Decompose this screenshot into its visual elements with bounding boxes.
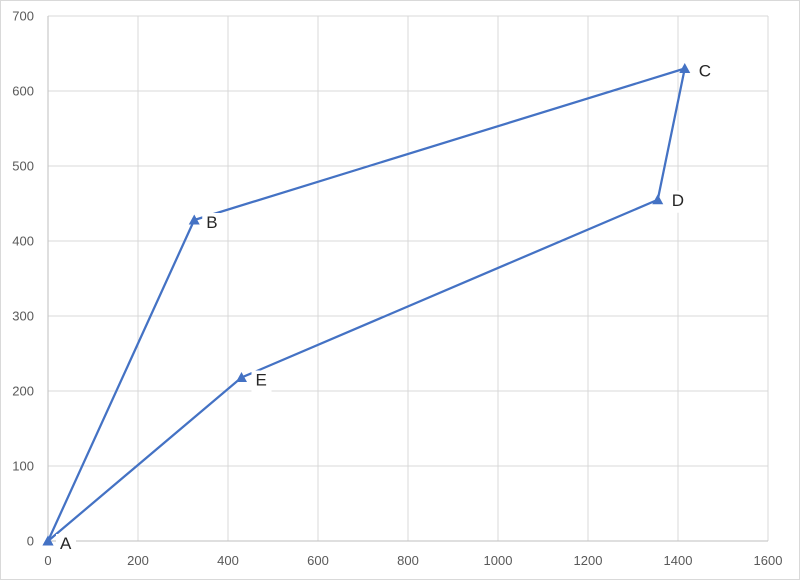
y-tick-label: 300 bbox=[12, 309, 34, 324]
y-tick-label: 400 bbox=[12, 234, 34, 249]
y-tick-label: 100 bbox=[12, 459, 34, 474]
y-tick-label: 0 bbox=[27, 534, 34, 549]
x-tick-label: 200 bbox=[127, 553, 149, 568]
data-point-marker bbox=[42, 535, 54, 546]
series-segment bbox=[656, 67, 686, 201]
axes bbox=[47, 16, 768, 542]
series-lines bbox=[46, 67, 686, 543]
point-label-e: E bbox=[256, 371, 267, 390]
point-label-background bbox=[694, 61, 715, 84]
point-labels: A B C D E bbox=[56, 61, 715, 556]
y-tick-label: 200 bbox=[12, 384, 34, 399]
series-segment bbox=[46, 376, 243, 543]
data-point-marker bbox=[652, 194, 664, 205]
x-tick-label: 1200 bbox=[574, 553, 603, 568]
x-tick-label: 0 bbox=[44, 553, 51, 568]
point-label-c: C bbox=[699, 62, 711, 81]
x-tick-label: 600 bbox=[307, 553, 329, 568]
x-tick-label: 1000 bbox=[484, 553, 513, 568]
point-label-b: B bbox=[206, 213, 217, 232]
y-tick-label: 700 bbox=[12, 9, 34, 24]
data-point-marker bbox=[679, 63, 691, 73]
series-segment bbox=[46, 218, 196, 543]
series-segment bbox=[193, 67, 686, 222]
point-label-background bbox=[202, 213, 223, 235]
data-point-marker bbox=[188, 214, 200, 225]
x-tick-label: 400 bbox=[217, 553, 239, 568]
point-label-background bbox=[251, 370, 272, 393]
x-tick-label: 1600 bbox=[754, 553, 783, 568]
tick-labels: 0 200 400 600 800 1000 1200 1400 1600 0 100 200 300 4… bbox=[12, 9, 782, 569]
data-point-marker bbox=[236, 372, 247, 382]
x-tick-label: 800 bbox=[397, 553, 419, 568]
y-tick-label: 600 bbox=[12, 84, 34, 99]
series-markers bbox=[42, 63, 691, 546]
point-label-background bbox=[56, 534, 76, 556]
x-tick-label: 1400 bbox=[664, 553, 693, 568]
y-tick-label: 500 bbox=[12, 159, 34, 174]
point-label-d: D bbox=[672, 191, 684, 210]
series-segment bbox=[240, 198, 659, 379]
point-label-a: A bbox=[60, 534, 72, 553]
point-label-background bbox=[667, 190, 688, 213]
gridlines bbox=[48, 15, 769, 541]
